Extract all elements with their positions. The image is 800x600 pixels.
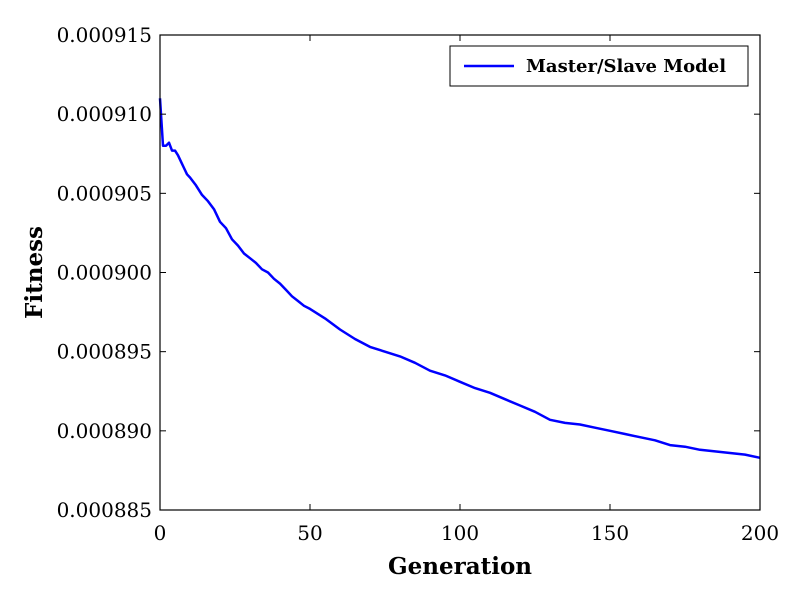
y-axis-label: Fitness: [21, 226, 48, 319]
x-tick-label: 50: [297, 521, 322, 545]
axis-ticks: 0 50 100 150 200 0.000885 0.000890 0.000895 0.00…: [57, 23, 780, 545]
series-line-master-slave: [158, 98, 761, 460]
legend: Master/Slave Model: [449, 45, 749, 87]
legend-label-master-slave: Master/Slave Model: [526, 56, 726, 77]
x-tick-label: 0: [154, 521, 167, 545]
y-tick-label: 0.000915: [57, 23, 152, 47]
y-tick-label: 0.000895: [57, 340, 152, 364]
plot-frame: [159, 34, 761, 511]
y-tick-label: 0.000885: [57, 498, 152, 522]
x-axis-label: Generation: [388, 553, 532, 580]
y-tick-label: 0.000905: [57, 181, 152, 205]
y-tick-label: 0.000900: [57, 261, 152, 285]
y-tick-label: 0.000890: [57, 419, 152, 443]
x-tick-label: 150: [591, 521, 629, 545]
plot-area: [158, 98, 761, 460]
x-tick-label: 100: [441, 521, 479, 545]
x-tick-label: 200: [741, 521, 779, 545]
y-tick-label: 0.000910: [57, 102, 152, 126]
